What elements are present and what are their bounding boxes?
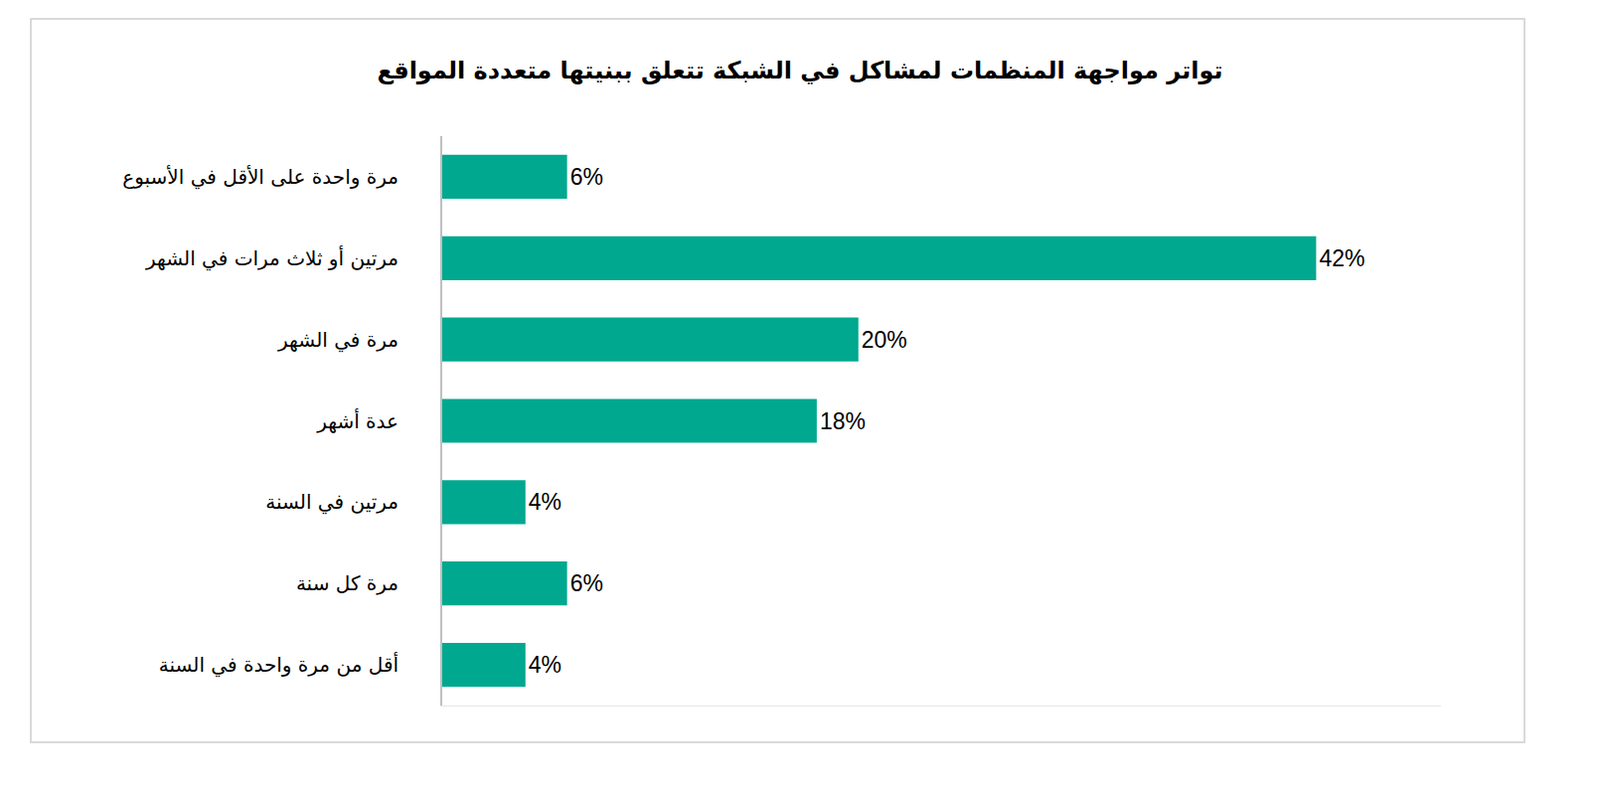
svg-text:4%: 4% <box>528 651 562 678</box>
svg-text:تواتر مواجهة المنظمات لمشاكل ف: تواتر مواجهة المنظمات لمشاكل في الشبكة ت… <box>377 56 1224 85</box>
svg-text:6%: 6% <box>570 163 604 190</box>
svg-text:مرة كل سنة: مرة كل سنة <box>296 571 399 596</box>
svg-text:4%: 4% <box>528 488 562 515</box>
svg-text:أقل من مرة واحدة في السنة: أقل من مرة واحدة في السنة <box>159 651 399 678</box>
svg-text:عدة أشهر: عدة أشهر <box>316 408 399 434</box>
svg-text:6%: 6% <box>570 570 604 597</box>
svg-text:20%: 20% <box>861 326 908 353</box>
svg-text:مرة واحدة على الأقل في الأسبوع: مرة واحدة على الأقل في الأسبوع <box>122 164 399 190</box>
svg-text:18%: 18% <box>819 408 866 435</box>
svg-text:مرة في الشهر: مرة في الشهر <box>277 327 399 353</box>
svg-text:مرتين أو ثلاث مرات في الشهر: مرتين أو ثلاث مرات في الشهر <box>145 245 399 272</box>
svg-text:مرتين في السنة: مرتين في السنة <box>265 489 399 515</box>
svg-text:42%: 42% <box>1318 245 1365 272</box>
